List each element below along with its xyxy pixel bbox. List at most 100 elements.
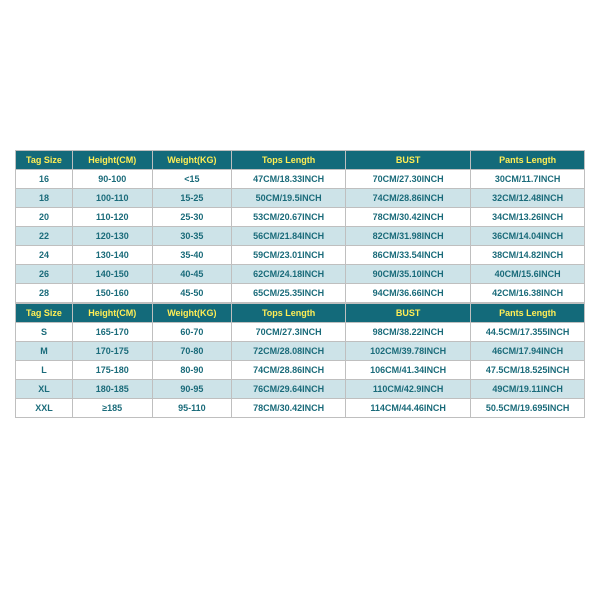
cell: XXL <box>16 399 73 418</box>
table-row: 24 130-140 35-40 59CM/23.01INCH 86CM/33.… <box>16 246 585 265</box>
cell: 59CM/23.01INCH <box>232 246 346 265</box>
cell: 22 <box>16 227 73 246</box>
cell: 82CM/31.98INCH <box>346 227 471 246</box>
header-row: Tag Size Height(CM) Weight(KG) Tops Leng… <box>16 304 585 323</box>
table-row: 28 150-160 45-50 65CM/25.35INCH 94CM/36.… <box>16 284 585 303</box>
cell: 78CM/30.42INCH <box>232 399 346 418</box>
table-row: XL 180-185 90-95 76CM/29.64INCH 110CM/42… <box>16 380 585 399</box>
cell: 25-30 <box>152 208 232 227</box>
cell: 110CM/42.9INCH <box>346 380 471 399</box>
table-row: 18 100-110 15-25 50CM/19.5INCH 74CM/28.8… <box>16 189 585 208</box>
cell: 30CM/11.7INCH <box>471 170 585 189</box>
table-row: M 170-175 70-80 72CM/28.08INCH 102CM/39.… <box>16 342 585 361</box>
cell: 70CM/27.30INCH <box>346 170 471 189</box>
cell: 26 <box>16 265 73 284</box>
cell: 65CM/25.35INCH <box>232 284 346 303</box>
col-bust: BUST <box>346 304 471 323</box>
cell: 35-40 <box>152 246 232 265</box>
cell: 98CM/38.22INCH <box>346 323 471 342</box>
cell: 18 <box>16 189 73 208</box>
cell: ≥185 <box>72 399 152 418</box>
cell: S <box>16 323 73 342</box>
cell: 100-110 <box>72 189 152 208</box>
cell: 46CM/17.94INCH <box>471 342 585 361</box>
cell: 165-170 <box>72 323 152 342</box>
cell: 114CM/44.46INCH <box>346 399 471 418</box>
table-row: XXL ≥185 95-110 78CM/30.42INCH 114CM/44.… <box>16 399 585 418</box>
cell: 60-70 <box>152 323 232 342</box>
col-bust: BUST <box>346 151 471 170</box>
col-pants-length: Pants Length <box>471 304 585 323</box>
cell: 40-45 <box>152 265 232 284</box>
cell: 120-130 <box>72 227 152 246</box>
col-height: Height(CM) <box>72 151 152 170</box>
cell: 44.5CM/17.355INCH <box>471 323 585 342</box>
cell: 74CM/28.86INCH <box>232 361 346 380</box>
cell: 90-100 <box>72 170 152 189</box>
cell: 80-90 <box>152 361 232 380</box>
col-tops-length: Tops Length <box>232 304 346 323</box>
cell: 150-160 <box>72 284 152 303</box>
cell: 70CM/27.3INCH <box>232 323 346 342</box>
cell: 74CM/28.86INCH <box>346 189 471 208</box>
cell: 76CM/29.64INCH <box>232 380 346 399</box>
cell: 170-175 <box>72 342 152 361</box>
header-row: Tag Size Height(CM) Weight(KG) Tops Leng… <box>16 151 585 170</box>
col-tops-length: Tops Length <box>232 151 346 170</box>
cell: XL <box>16 380 73 399</box>
cell: 47CM/18.33INCH <box>232 170 346 189</box>
size-table-kids: Tag Size Height(CM) Weight(KG) Tops Leng… <box>15 150 585 303</box>
cell: 50CM/19.5INCH <box>232 189 346 208</box>
cell: 30-35 <box>152 227 232 246</box>
cell: 102CM/39.78INCH <box>346 342 471 361</box>
table-row: L 175-180 80-90 74CM/28.86INCH 106CM/41.… <box>16 361 585 380</box>
cell: 106CM/41.34INCH <box>346 361 471 380</box>
cell: L <box>16 361 73 380</box>
size-table-adults: Tag Size Height(CM) Weight(KG) Tops Leng… <box>15 303 585 418</box>
cell: 175-180 <box>72 361 152 380</box>
cell: 40CM/15.6INCH <box>471 265 585 284</box>
table-row: 20 110-120 25-30 53CM/20.67INCH 78CM/30.… <box>16 208 585 227</box>
cell: 140-150 <box>72 265 152 284</box>
cell: 16 <box>16 170 73 189</box>
cell: 78CM/30.42INCH <box>346 208 471 227</box>
cell: 24 <box>16 246 73 265</box>
cell: 62CM/24.18INCH <box>232 265 346 284</box>
cell: 36CM/14.04INCH <box>471 227 585 246</box>
cell: 56CM/21.84INCH <box>232 227 346 246</box>
col-pants-length: Pants Length <box>471 151 585 170</box>
cell: <15 <box>152 170 232 189</box>
cell: 70-80 <box>152 342 232 361</box>
cell: 50.5CM/19.695INCH <box>471 399 585 418</box>
col-weight: Weight(KG) <box>152 304 232 323</box>
cell: 53CM/20.67INCH <box>232 208 346 227</box>
cell: 28 <box>16 284 73 303</box>
col-tag-size: Tag Size <box>16 304 73 323</box>
table-row: 22 120-130 30-35 56CM/21.84INCH 82CM/31.… <box>16 227 585 246</box>
cell: 34CM/13.26INCH <box>471 208 585 227</box>
cell: 90CM/35.10INCH <box>346 265 471 284</box>
cell: M <box>16 342 73 361</box>
col-weight: Weight(KG) <box>152 151 232 170</box>
cell: 49CM/19.11INCH <box>471 380 585 399</box>
cell: 45-50 <box>152 284 232 303</box>
cell: 94CM/36.66INCH <box>346 284 471 303</box>
col-tag-size: Tag Size <box>16 151 73 170</box>
cell: 90-95 <box>152 380 232 399</box>
cell: 20 <box>16 208 73 227</box>
table-row: S 165-170 60-70 70CM/27.3INCH 98CM/38.22… <box>16 323 585 342</box>
table-row: 16 90-100 <15 47CM/18.33INCH 70CM/27.30I… <box>16 170 585 189</box>
table-row: 26 140-150 40-45 62CM/24.18INCH 90CM/35.… <box>16 265 585 284</box>
cell: 32CM/12.48INCH <box>471 189 585 208</box>
cell: 130-140 <box>72 246 152 265</box>
col-height: Height(CM) <box>72 304 152 323</box>
cell: 95-110 <box>152 399 232 418</box>
cell: 86CM/33.54INCH <box>346 246 471 265</box>
cell: 42CM/16.38INCH <box>471 284 585 303</box>
cell: 72CM/28.08INCH <box>232 342 346 361</box>
cell: 180-185 <box>72 380 152 399</box>
cell: 110-120 <box>72 208 152 227</box>
cell: 47.5CM/18.525INCH <box>471 361 585 380</box>
cell: 38CM/14.82INCH <box>471 246 585 265</box>
cell: 15-25 <box>152 189 232 208</box>
